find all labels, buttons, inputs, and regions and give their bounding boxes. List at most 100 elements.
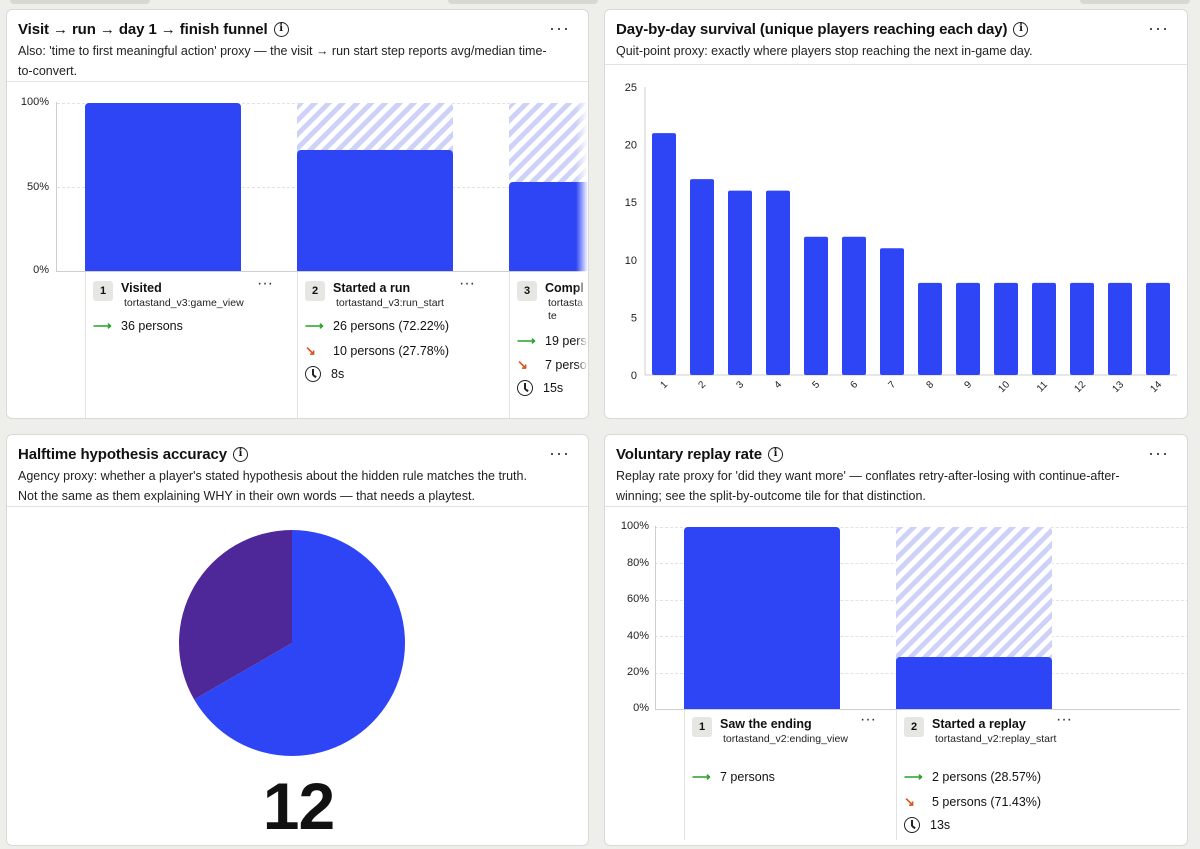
funnel-bar[interactable] [684, 527, 840, 709]
survival-bar[interactable] [994, 282, 1018, 375]
x-tick-label: 4 [772, 379, 784, 391]
x-tick-label: 14 [1148, 379, 1164, 395]
survival-bar[interactable] [842, 236, 866, 375]
funnel-bar[interactable] [297, 149, 453, 271]
funnel-bar[interactable] [896, 657, 1052, 709]
funnel-step[interactable]: 2 Started a replay tortastand_v2:replay_… [904, 711, 1104, 837]
info-icon[interactable]: i [768, 447, 784, 462]
funnel-bar[interactable] [509, 182, 588, 271]
survival-bar[interactable] [690, 179, 714, 375]
dropped-count: 5 persons (71.43%) [932, 795, 1042, 809]
step-event: tortasta te [548, 297, 584, 322]
survival-bar[interactable] [1108, 282, 1132, 375]
y-tick-label: 20 [625, 140, 637, 152]
y-tick-label: 0% [633, 702, 649, 714]
card-header [605, 435, 1187, 507]
arrow-right-icon: ⟶ [517, 333, 536, 348]
survival-bar[interactable] [918, 282, 942, 375]
survival-bar[interactable] [766, 190, 790, 375]
step-more-button[interactable]: ··· [459, 275, 475, 292]
card-title-text: Voluntary replay rate [616, 446, 763, 463]
step-number: 1 [93, 281, 113, 301]
card-header [7, 10, 588, 82]
replay-card: Voluntary replay rate i Replay rate prox… [604, 434, 1188, 846]
survival-bar[interactable] [880, 248, 904, 375]
converted-count: 26 persons (72.22%) [333, 319, 450, 333]
x-tick-label: 7 [886, 379, 898, 391]
y-tick-label: 80% [626, 557, 649, 569]
info-icon[interactable]: i [273, 22, 289, 37]
time-to-convert: 8s [331, 367, 345, 381]
more-menu-button[interactable]: ··· [549, 18, 570, 38]
step-number: 2 [904, 717, 924, 737]
x-tick-label: 11 [1035, 379, 1050, 394]
survival-bar[interactable] [652, 133, 676, 375]
step-name: Started a run [333, 281, 411, 295]
converted-count: 7 persons [720, 770, 775, 784]
card-title: Halftime hypothesis accuracy i [18, 446, 248, 463]
step-event: tortastand_v3:game_view [124, 297, 244, 309]
step-divider [684, 710, 685, 840]
x-tick-label: 5 [810, 379, 822, 391]
survival-bar[interactable] [1032, 282, 1056, 375]
arrow-right-icon: ⟶ [93, 318, 112, 333]
clock-icon [305, 366, 321, 382]
survival-bar[interactable] [1146, 282, 1170, 375]
card-title: Visit → run → day 1 → finish funnel i [18, 21, 289, 38]
y-axis [56, 102, 57, 272]
y-tick-label: 100% [620, 520, 649, 532]
survival-bar[interactable] [804, 236, 828, 375]
step-name: Compl [545, 281, 584, 295]
step-divider [297, 272, 298, 418]
arrow-down-right-icon: ↘ [517, 357, 528, 372]
step-more-button[interactable]: ··· [860, 711, 876, 728]
y-axis [655, 526, 656, 710]
top-strip [10, 0, 150, 4]
pie-slice[interactable] [179, 530, 292, 700]
total-number: 12 [262, 769, 335, 843]
converted-row: ⟶ 36 persons [93, 318, 183, 334]
step-more-button[interactable]: ··· [257, 275, 273, 292]
more-menu-button[interactable]: ··· [549, 443, 570, 463]
survival-bar[interactable] [728, 190, 752, 375]
more-menu-button[interactable]: ··· [1148, 18, 1169, 38]
survival-bar[interactable] [1070, 282, 1094, 375]
funnel-card: Visit → run → day 1 → finish funnel i Al… [6, 9, 589, 419]
funnel-step[interactable]: 1 Visited tortastand_v3:game_view ··· ⟶ … [93, 275, 293, 401]
step-divider [896, 710, 897, 840]
card-description: Replay rate proxy for 'did they want mor… [616, 469, 1120, 503]
converted-row: ⟶ 7 persons [692, 769, 775, 785]
info-icon[interactable]: i [1013, 22, 1029, 37]
arrow-down-right-icon: ↘ [305, 343, 316, 358]
converted-count: 2 persons (28.57%) [932, 770, 1042, 784]
arrow-right-icon: ⟶ [904, 769, 923, 784]
clock-icon [517, 380, 533, 396]
card-title-text: Visit → run → day 1 → finish funnel [18, 21, 268, 38]
arrow-right-icon: ⟶ [692, 769, 711, 784]
x-tick-label: 10 [996, 379, 1012, 395]
y-tick-label: 0% [33, 264, 49, 276]
y-tick-label: 40% [626, 630, 649, 642]
x-axis [655, 709, 1180, 710]
card-description: Agency proxy: whether a player's stated … [18, 469, 527, 503]
pie-chart [179, 530, 405, 756]
time-row: 13s [904, 817, 950, 833]
funnel-step[interactable]: 2 Started a run tortastand_v3:run_start … [305, 275, 505, 401]
dropped-row: ↘ 10 persons (27.78%) [305, 343, 449, 359]
x-tick-label: 12 [1072, 379, 1088, 395]
info-icon[interactable]: i [232, 447, 248, 462]
top-strip [1080, 0, 1190, 4]
funnel-step[interactable]: 1 Saw the ending tortastand_v2:ending_vi… [692, 711, 892, 837]
card-title-text: Day-by-day survival (unique players reac… [616, 21, 1008, 38]
pie-slice[interactable] [194, 530, 405, 756]
time-to-convert: 15s [543, 381, 564, 395]
survival-bar[interactable] [956, 282, 980, 375]
card-title: Voluntary replay rate i [616, 446, 784, 463]
funnel-bar[interactable] [85, 103, 241, 271]
more-menu-button[interactable]: ··· [1148, 443, 1169, 463]
step-name: Started a replay [932, 717, 1026, 731]
step-more-button[interactable]: ··· [1056, 711, 1072, 728]
x-tick-label: 1 [658, 379, 670, 391]
time-row: 8s [305, 366, 344, 382]
